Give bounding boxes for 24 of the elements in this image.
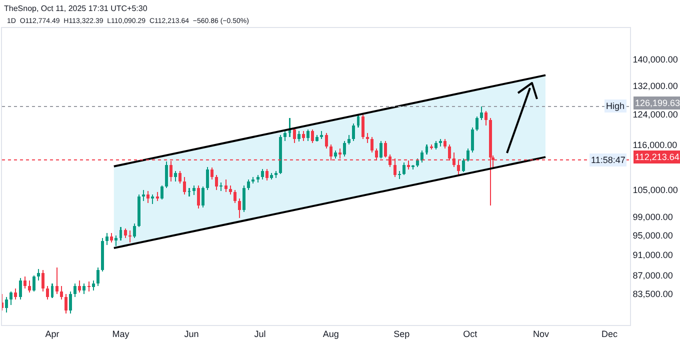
y-tick-label: 116,000.00 — [632, 140, 678, 150]
ref-line-label: 112,213.64 — [635, 152, 680, 162]
y-tick-label: 99,000.00 — [632, 212, 673, 222]
x-tick-label: Dec — [601, 328, 618, 339]
y-tick-label: 91,000.00 — [632, 250, 673, 260]
y-tick-label: 140,000.00 — [632, 54, 678, 64]
annotation: 11:58:47 — [591, 155, 626, 165]
y-tick-label: 83,500.00 — [632, 289, 673, 300]
x-tick-label: Oct — [463, 328, 478, 339]
y-tick-label: 132,000.00 — [632, 81, 678, 92]
x-tick-label: Nov — [532, 328, 550, 339]
chart-title: TheSnop, Oct 11, 2025 17:31 UTC+5:30 — [4, 4, 148, 13]
x-tick-label: Sep — [394, 328, 410, 339]
annotation: High — [606, 101, 625, 111]
y-tick-label: 87,000.00 — [632, 270, 673, 281]
y-tick-label: 95,000.00 — [632, 230, 673, 241]
x-tick-label: Jul — [254, 328, 266, 339]
x-tick-label: May — [112, 328, 130, 339]
x-tick-label: Apr — [45, 328, 60, 339]
x-tick-label: Aug — [322, 328, 339, 339]
x-tick-label: Jun — [184, 328, 199, 339]
y-tick-label: 124,000.00 — [632, 110, 678, 120]
y-tick-label: 105,000.00 — [632, 185, 678, 196]
ref-line-label: 126,199.63 — [635, 98, 680, 108]
